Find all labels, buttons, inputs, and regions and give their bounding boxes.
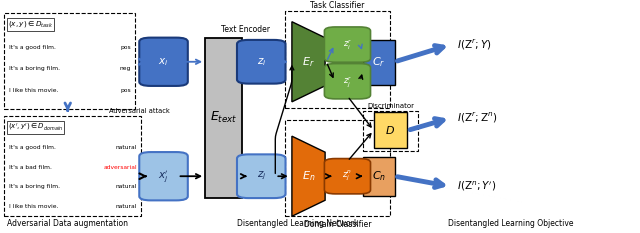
Text: Text Encoder: Text Encoder	[221, 25, 271, 34]
Text: I like this movie.: I like this movie.	[9, 88, 58, 93]
Text: pos: pos	[120, 88, 131, 93]
Text: adversarial: adversarial	[104, 165, 138, 170]
Text: $I(\mathrm{Z}^r;\mathrm{Z}^n)$: $I(\mathrm{Z}^r;\mathrm{Z}^n)$	[458, 111, 498, 125]
Text: Adversarial Data augmentation: Adversarial Data augmentation	[7, 219, 128, 228]
Text: $I(\mathrm{Z}^r;Y)$: $I(\mathrm{Z}^r;Y)$	[458, 38, 492, 52]
Text: $(x', y') \in D_{domain}$: $(x', y') \in D_{domain}$	[8, 122, 63, 134]
FancyBboxPatch shape	[237, 154, 285, 198]
Text: Discriminator: Discriminator	[367, 103, 414, 110]
FancyBboxPatch shape	[324, 159, 371, 194]
Text: $z_j^r$: $z_j^r$	[342, 74, 352, 89]
Text: $D$: $D$	[385, 124, 396, 137]
Text: natural: natural	[116, 204, 138, 209]
Text: $(x, y) \in D_{task}$: $(x, y) \in D_{task}$	[8, 19, 53, 29]
FancyBboxPatch shape	[324, 27, 371, 62]
Text: $C_n$: $C_n$	[372, 169, 386, 183]
Text: $E_r$: $E_r$	[302, 55, 315, 69]
FancyBboxPatch shape	[205, 38, 242, 198]
Polygon shape	[292, 22, 325, 102]
Text: $x_i$: $x_i$	[158, 56, 169, 68]
FancyBboxPatch shape	[363, 40, 395, 85]
Text: $z_i^r$: $z_i^r$	[342, 38, 352, 52]
FancyBboxPatch shape	[374, 112, 408, 148]
Text: It's a boring film.: It's a boring film.	[9, 184, 60, 189]
Text: It's a boring film.: It's a boring film.	[9, 66, 60, 71]
Text: It's a good film.: It's a good film.	[9, 45, 56, 50]
Text: natural: natural	[116, 184, 138, 189]
FancyBboxPatch shape	[140, 38, 188, 86]
FancyBboxPatch shape	[237, 40, 285, 84]
Text: neg: neg	[120, 66, 131, 71]
Text: pos: pos	[120, 45, 131, 50]
FancyBboxPatch shape	[324, 64, 371, 99]
FancyBboxPatch shape	[140, 152, 188, 200]
Text: $z_i$: $z_i$	[257, 56, 266, 68]
Text: $x_j'$: $x_j'$	[158, 168, 169, 184]
Text: Task Classifier: Task Classifier	[310, 1, 365, 10]
Text: $z_j$: $z_j$	[257, 170, 266, 182]
FancyBboxPatch shape	[363, 157, 395, 196]
Text: I like this movie.: I like this movie.	[9, 204, 58, 209]
Text: Adversarial attack: Adversarial attack	[109, 108, 170, 114]
Text: It's a good film.: It's a good film.	[9, 145, 56, 150]
Text: $E_n$: $E_n$	[302, 169, 316, 183]
Text: natural: natural	[116, 145, 138, 150]
Text: $I(\mathrm{Z}^n;Y')$: $I(\mathrm{Z}^n;Y')$	[458, 180, 497, 193]
Text: $C_r$: $C_r$	[372, 55, 385, 69]
Text: Domain Classifier: Domain Classifier	[304, 220, 371, 229]
Text: $E_{text}$: $E_{text}$	[210, 110, 237, 125]
Polygon shape	[292, 136, 325, 216]
Text: Disentangled Learning Network: Disentangled Learning Network	[237, 219, 358, 228]
Text: It's a bad film.: It's a bad film.	[9, 165, 52, 170]
Text: Disentangled Learning Objective: Disentangled Learning Objective	[448, 219, 573, 228]
Text: $z_j^n$: $z_j^n$	[342, 169, 353, 183]
